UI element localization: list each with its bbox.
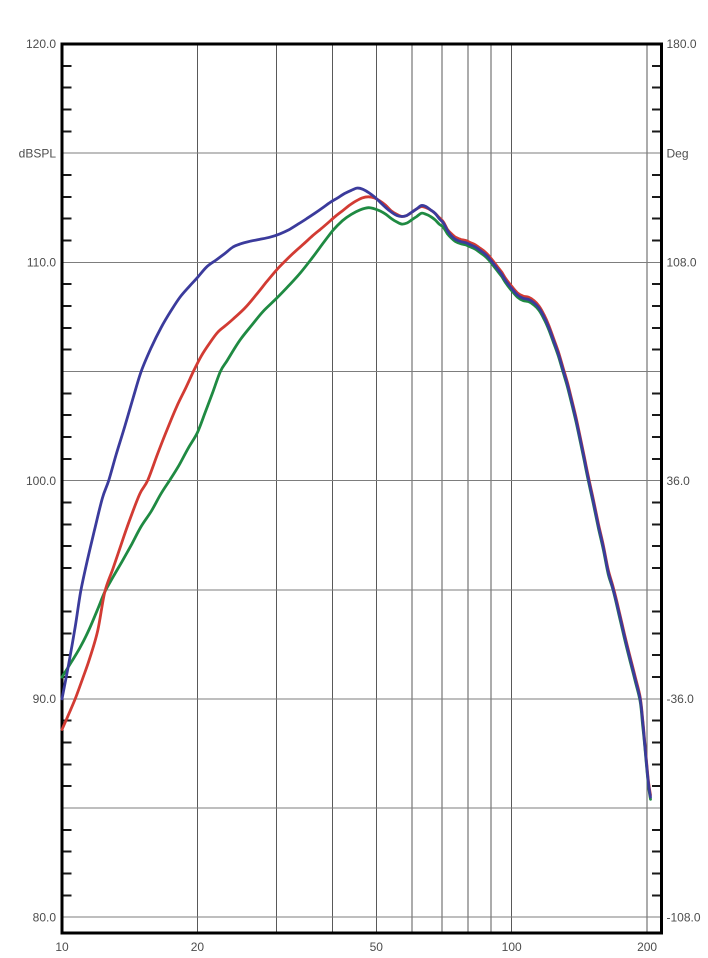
right-axis-tick-label: 180.0 [667, 37, 697, 51]
right-axis-tick-label: 36.0 [667, 474, 691, 488]
left-axis-tick-label: 100.0 [26, 474, 56, 488]
left-axis-tick-label: 120.0 [26, 37, 56, 51]
left-axis-tick-label: 90.0 [33, 692, 57, 706]
left-axis-unit-label: dBSPL [19, 146, 57, 160]
left-axis-tick-label: 80.0 [33, 910, 57, 924]
plot-frame [60, 42, 663, 935]
right-axis-unit-label: Deg [667, 146, 689, 160]
right-axis-tick-label: 108.0 [667, 256, 697, 270]
x-axis-tick-label: 20 [191, 940, 205, 954]
right-axis-tick-label: -108.0 [667, 910, 701, 924]
x-axis-tick-label: 100 [502, 940, 522, 954]
left-axis-tick-label: 110.0 [27, 256, 56, 270]
x-axis-tick-label: 50 [370, 940, 384, 954]
series-red-curve [60, 195, 652, 797]
x-axis-tick-label: 200 [637, 940, 657, 954]
x-axis-tick-label: 10 [55, 940, 69, 954]
series-green-curve [60, 206, 652, 801]
series-blue-curve [60, 186, 652, 799]
right-axis-tick-label: -36.0 [667, 692, 695, 706]
